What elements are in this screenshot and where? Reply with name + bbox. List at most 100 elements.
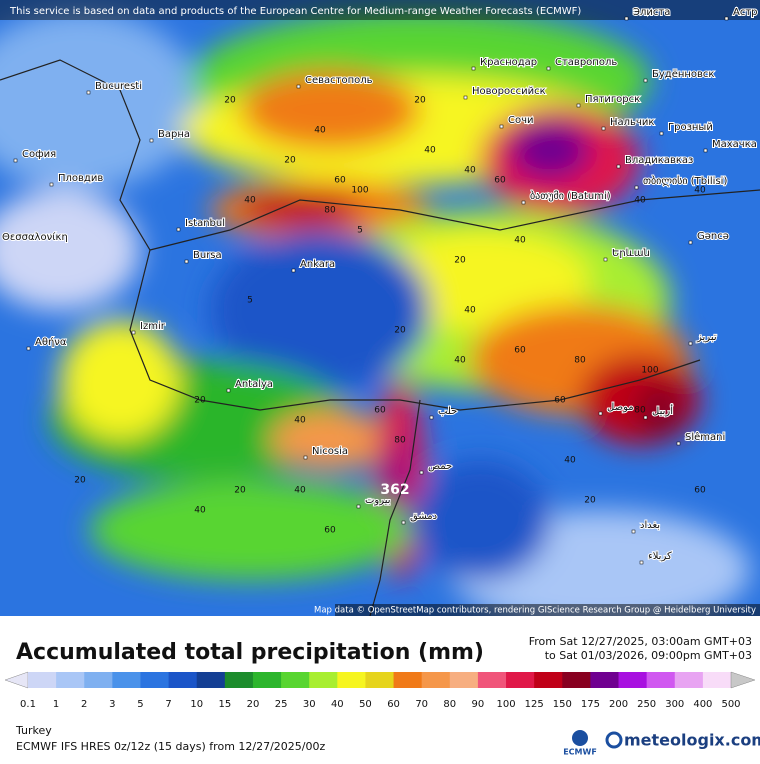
contour-label: 40 <box>454 356 466 366</box>
contour-label: 40 <box>694 186 706 196</box>
colorbar-label: 100 <box>496 699 515 710</box>
contour-labels: 20 40 20 40 60 80 100 40 20 5 40 60 40 20 40 60 80 100 80 6… <box>74 96 706 536</box>
contour-label: 60 <box>514 346 526 356</box>
legend-title: Accumulated total precipitation (mm) <box>16 640 484 665</box>
colorbar-swatch <box>646 672 676 688</box>
ecmwf-logo: ECMWF <box>563 748 597 757</box>
city-dot <box>624 16 629 21</box>
contour-label: 40 <box>634 196 646 206</box>
city-label: كربلاء <box>648 551 672 562</box>
city-dot <box>291 268 296 273</box>
colorbar-swatch <box>421 672 451 688</box>
city-label: حلب <box>438 406 457 417</box>
colorbar-swatch <box>562 672 591 688</box>
contour-label: 40 <box>194 506 206 516</box>
city-dot <box>724 16 729 21</box>
city-dot <box>643 415 648 420</box>
contour-label: 40 <box>244 196 256 206</box>
city-dot <box>659 131 664 136</box>
city-label: Сочи <box>508 115 534 126</box>
city-dot <box>471 66 476 71</box>
colorbar: 0.1 1 2 3 5 7 10 15 20 25 30 40 50 60 70 80 90 100 125 150 1… <box>4 671 756 710</box>
notice: This service is based on data and produc… <box>9 6 581 17</box>
city-label: Bucuresti <box>95 81 142 92</box>
colorbar-swatch <box>309 672 338 688</box>
city-label: Երևան <box>612 248 650 259</box>
contour-label: 40 <box>294 416 306 426</box>
colorbar-label: 60 <box>387 699 400 710</box>
colorbar-swatch <box>281 672 310 688</box>
city-label: Ставрополь <box>555 57 617 68</box>
city-dot <box>13 158 18 163</box>
city-dot <box>184 259 189 264</box>
colorbar-label: 80 <box>443 699 456 710</box>
colorbar-triangle <box>730 671 756 689</box>
colorbar-swatch <box>168 672 198 688</box>
city-label: Nicosia <box>312 446 348 457</box>
contour-label: 60 <box>494 176 506 186</box>
colorbar-swatch <box>365 672 395 688</box>
colorbar-swatch <box>506 672 535 688</box>
city-dot <box>688 341 693 346</box>
contour-label: 20 <box>454 256 466 266</box>
contour-label: 40 <box>294 486 306 496</box>
colorbar-swatch <box>196 672 226 688</box>
colorbar-label: 175 <box>581 699 600 710</box>
city-label: Izmir <box>140 321 166 332</box>
colorbar-label: 125 <box>525 699 544 710</box>
city-dot <box>676 441 681 446</box>
contour-label: 60 <box>554 396 566 406</box>
city-dot <box>643 78 648 83</box>
contour-label: 80 <box>574 356 586 366</box>
city-label: თბილისი (Tbilisi) <box>643 175 727 187</box>
contour-label: 20 <box>74 476 86 486</box>
city-dot <box>49 182 54 187</box>
colorbar-label: 0.1 <box>20 699 36 710</box>
colorbar-label: 1 <box>53 699 59 710</box>
date-from: From Sat 12/27/2025, 03:00am GMT+03 <box>529 635 752 648</box>
contour-label: 20 <box>194 396 206 406</box>
city-dot <box>576 103 581 108</box>
city-dot <box>639 560 644 565</box>
city-dot <box>634 185 639 190</box>
contour-label: 80 <box>394 436 406 446</box>
colorbar-swatch <box>140 672 170 688</box>
city-dot <box>546 66 551 71</box>
colorbar-label: 50 <box>359 699 372 710</box>
max-label: 362 <box>380 482 409 498</box>
colorbar-label: 15 <box>218 699 231 710</box>
city-dot <box>598 411 603 416</box>
colorbar-label: 25 <box>275 699 288 710</box>
city-dot <box>419 470 424 475</box>
contour-label: 20 <box>284 156 296 166</box>
contour-label: 20 <box>584 496 596 506</box>
contour-label: 5 <box>247 296 253 306</box>
colorbar-swatch <box>590 672 620 688</box>
colorbar-label: 10 <box>190 699 203 710</box>
meteologix-icon <box>605 731 623 749</box>
city-label: Севастополь <box>305 75 373 86</box>
colorbar-swatch <box>84 672 113 688</box>
city-dot <box>616 164 621 169</box>
city-dot <box>356 504 361 509</box>
city-dot <box>131 330 136 335</box>
colorbar-label: 20 <box>247 699 260 710</box>
date-to: to Sat 01/03/2026, 09:00pm GMT+03 <box>545 649 752 662</box>
city-label: Bursa <box>193 250 222 261</box>
city-label: Будённовск <box>652 69 714 80</box>
city-label: Астр <box>733 7 758 18</box>
contour-label: 20 <box>224 96 236 106</box>
colorbar-label: 70 <box>415 699 428 710</box>
contour-label: 5 <box>357 226 363 236</box>
city-label: Варна <box>158 129 190 140</box>
city-dot <box>463 95 468 100</box>
city-dot <box>26 346 31 351</box>
colorbar-swatch <box>337 672 366 688</box>
colorbar-label: 150 <box>553 699 572 710</box>
model-info: ECMWF IFS HRES 0z/12z (15 days) from 12/… <box>16 740 326 753</box>
contour-label: 40 <box>464 166 476 176</box>
contour-label: 60 <box>324 526 336 536</box>
colorbar-swatch <box>674 672 704 688</box>
